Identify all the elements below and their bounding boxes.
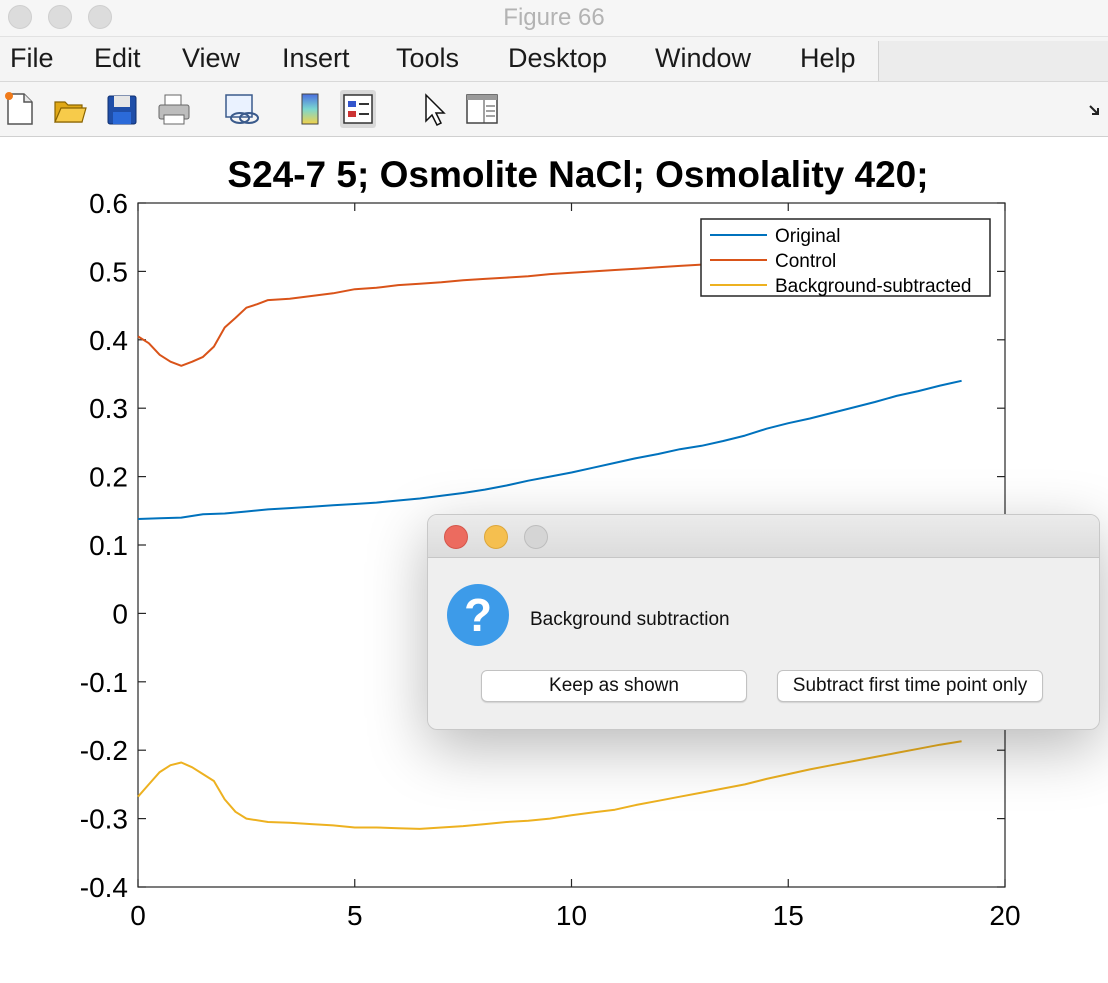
- print-icon[interactable]: [156, 90, 192, 128]
- y-tick-label: 0.1: [89, 530, 128, 561]
- series-line-original: [137, 379, 962, 520]
- dialog-close-button[interactable]: [444, 525, 468, 549]
- y-tick-label: -0.1: [80, 667, 128, 698]
- x-tick-label: 15: [773, 900, 804, 931]
- y-tick-label: 0.3: [89, 393, 128, 424]
- dialog-minimize-button[interactable]: [484, 525, 508, 549]
- legend-icon[interactable]: [340, 90, 376, 128]
- new-figure-icon[interactable]: [2, 90, 38, 128]
- question-icon: ?: [446, 583, 510, 647]
- property-editor-icon[interactable]: [464, 90, 500, 128]
- x-tick-label: 10: [556, 900, 587, 931]
- y-tick-label: 0: [112, 598, 128, 629]
- menu-edit[interactable]: Edit: [94, 43, 141, 73]
- link-plot-icon[interactable]: [222, 90, 259, 128]
- menu-file[interactable]: File: [10, 43, 54, 73]
- menu-desktop[interactable]: Desktop: [508, 43, 608, 73]
- y-tick-label: 0.4: [89, 325, 128, 356]
- chart-title: S24-7 5; Osmolite NaCl; Osmolality 420;: [227, 154, 928, 195]
- open-folder-icon[interactable]: [52, 90, 88, 128]
- subtract-first-time-point-button[interactable]: Subtract first time point only: [777, 670, 1043, 702]
- dialog-message: Background subtraction: [530, 609, 730, 630]
- menu-insert[interactable]: Insert: [282, 43, 350, 73]
- menu-help[interactable]: Help: [800, 43, 856, 73]
- series-line-control: [137, 263, 702, 367]
- svg-text:?: ?: [464, 589, 492, 641]
- window-title: Figure 66: [503, 4, 605, 31]
- legend-label-background-subtracted: Background-subtracted: [775, 276, 971, 297]
- menu-tools[interactable]: Tools: [396, 43, 460, 73]
- y-tick-label: 0.6: [89, 188, 128, 219]
- y-tick-label: -0.3: [80, 804, 128, 835]
- colorbar-icon[interactable]: [292, 90, 328, 128]
- window-close-button[interactable]: [8, 5, 32, 29]
- save-icon[interactable]: [104, 90, 140, 128]
- y-tick-label: -0.4: [80, 872, 128, 903]
- figure-toolbar: [0, 82, 1108, 137]
- window-minimize-button[interactable]: [48, 5, 72, 29]
- dock-arrow-icon[interactable]: [1084, 90, 1106, 128]
- window-zoom-button[interactable]: [88, 5, 112, 29]
- x-tick-label: 0: [130, 900, 146, 931]
- menu-window[interactable]: Window: [655, 43, 752, 73]
- y-tick-label: -0.2: [80, 735, 128, 766]
- keep-as-shown-button[interactable]: Keep as shown: [481, 670, 747, 702]
- legend-label-control: Control: [775, 251, 836, 272]
- x-tick-label: 5: [347, 900, 363, 931]
- legend-box: [700, 218, 991, 297]
- x-tick-label: 20: [989, 900, 1020, 931]
- dialog-zoom-button[interactable]: [524, 525, 548, 549]
- pointer-icon[interactable]: [416, 90, 452, 128]
- y-tick-label: 0.2: [89, 462, 128, 493]
- dialog-titlebar: [428, 515, 1099, 558]
- legend-label-original: Original: [775, 226, 840, 247]
- series-line-background-subtracted: [137, 740, 962, 830]
- menu-bar-filler: [878, 41, 1108, 81]
- menu-view[interactable]: View: [182, 43, 241, 73]
- y-tick-label: 0.5: [89, 256, 128, 287]
- window-titlebar: Figure 66: [0, 0, 1108, 37]
- background-subtraction-dialog: ? Background subtraction Keep as shown S…: [427, 514, 1100, 730]
